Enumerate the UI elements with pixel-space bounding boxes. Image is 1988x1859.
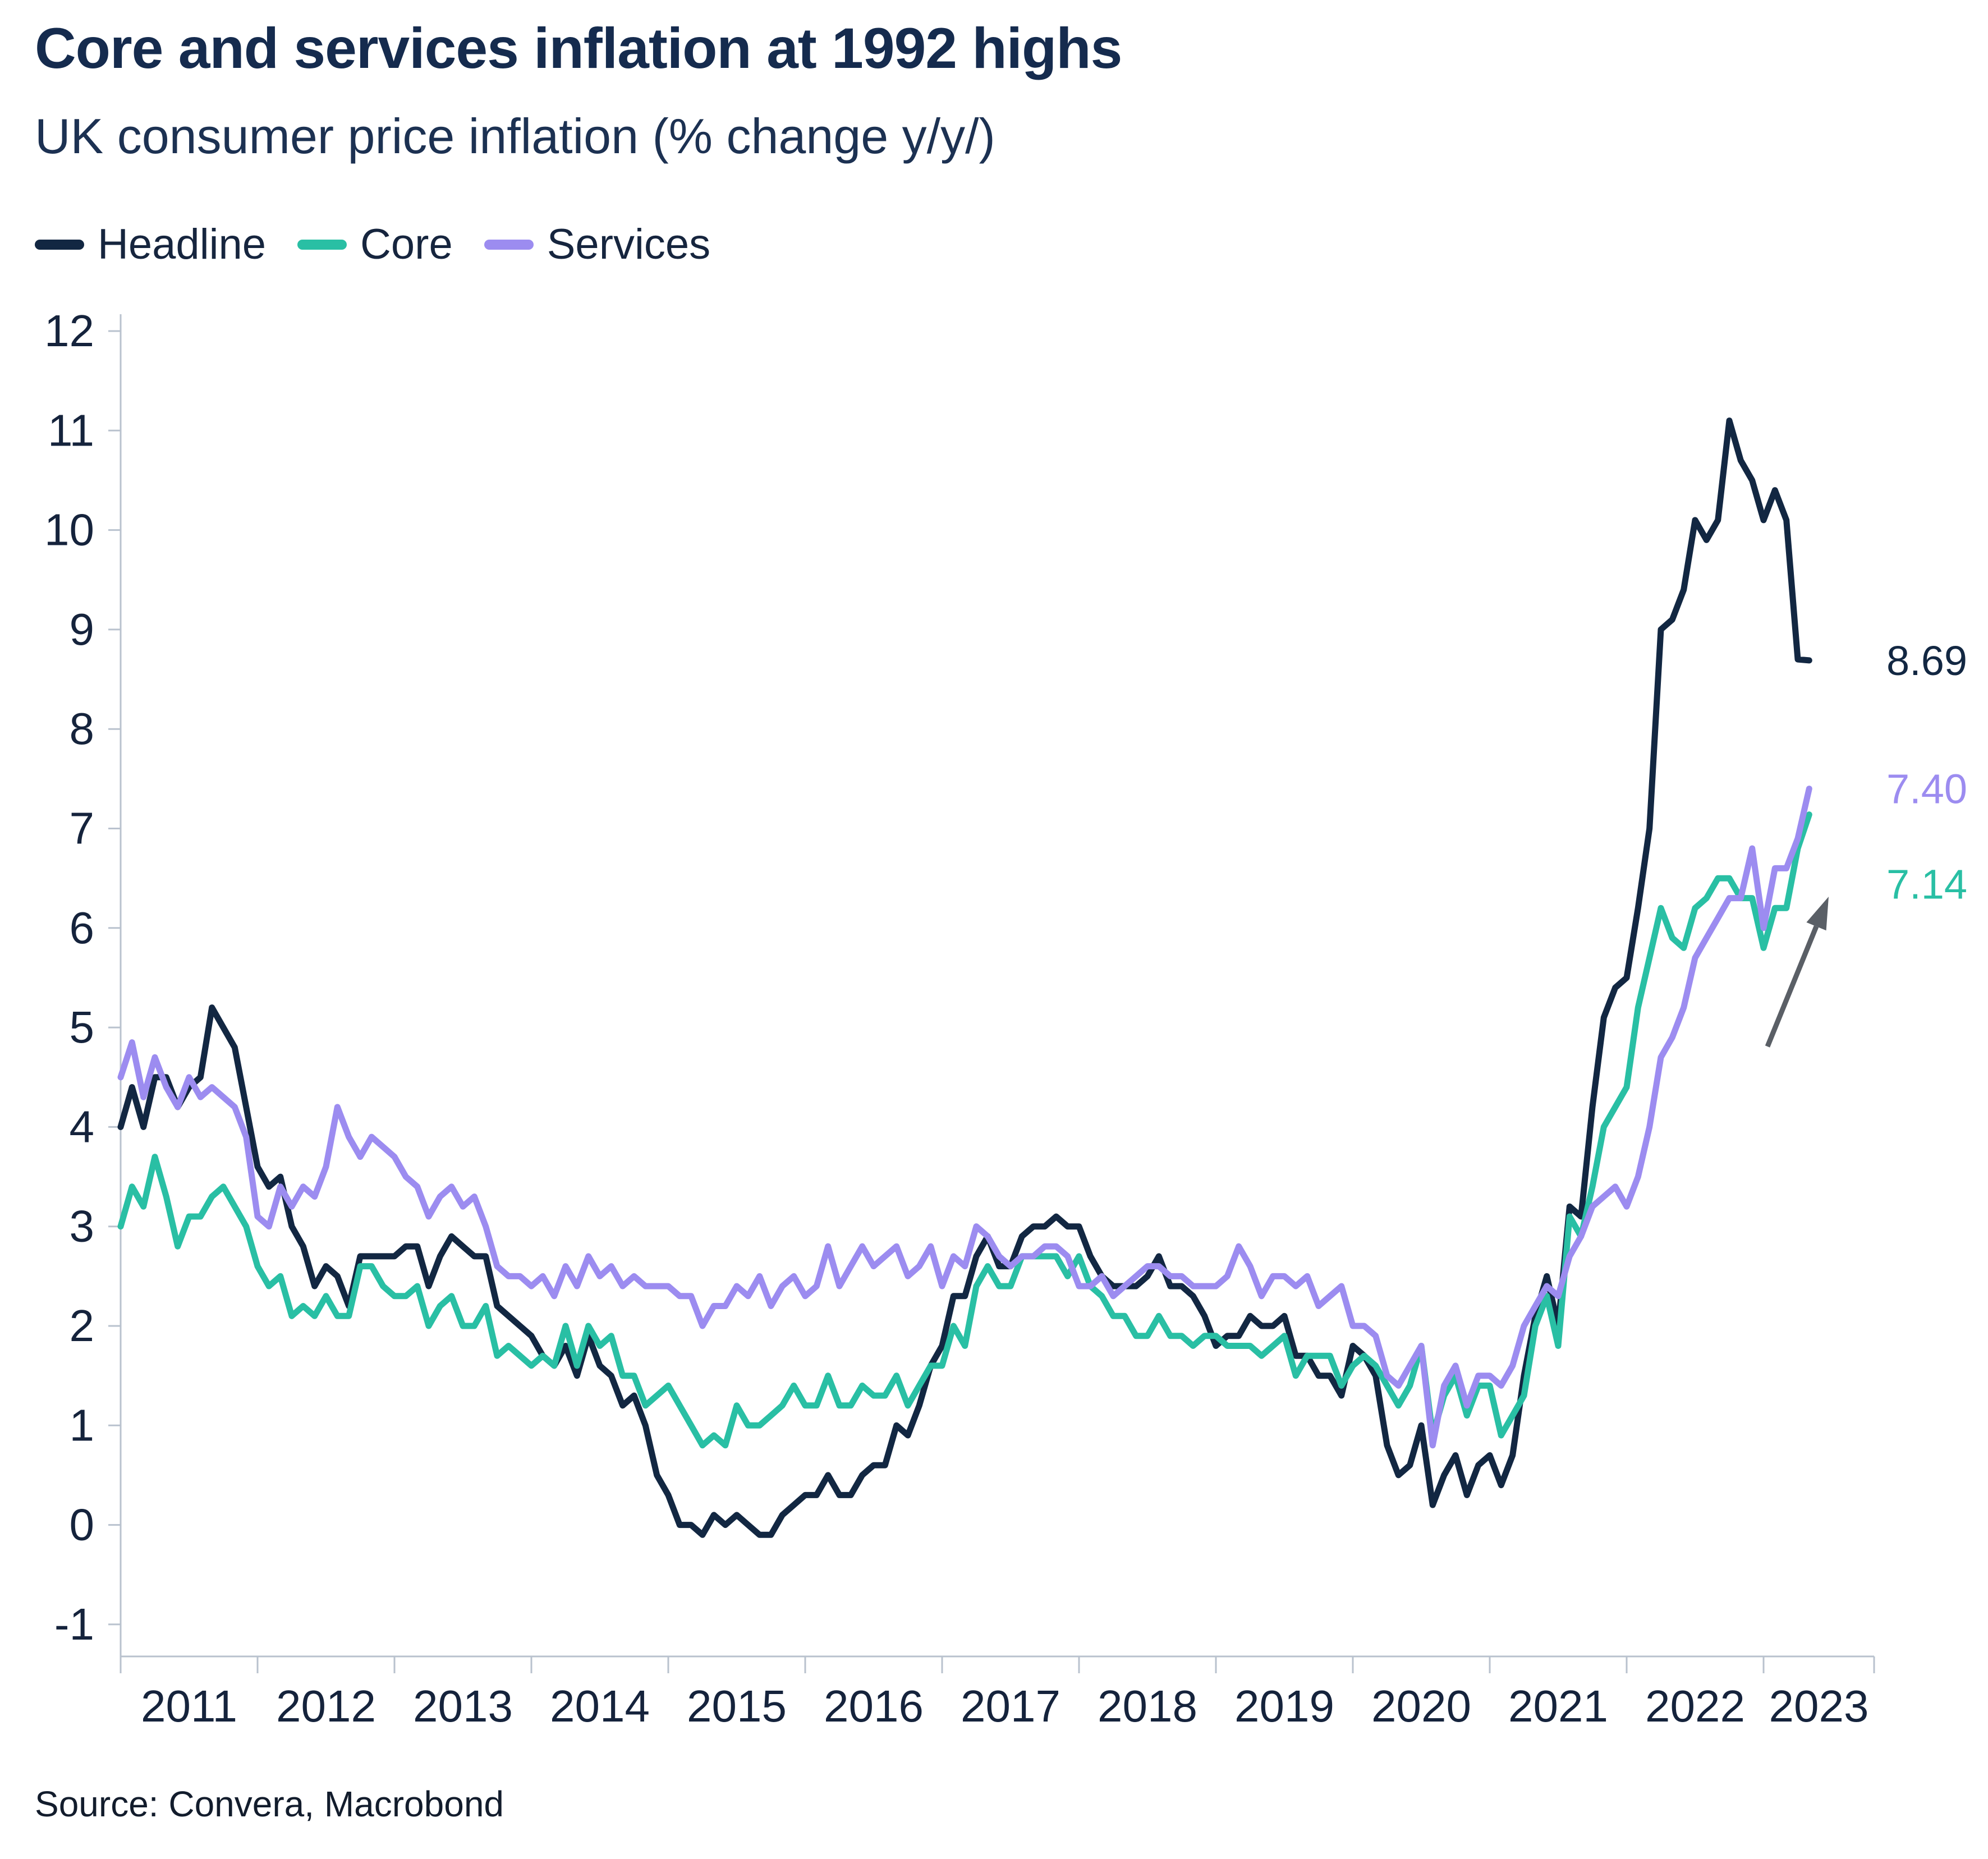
y-tick-label: 4 (70, 1101, 95, 1151)
core-series-swatch (297, 239, 347, 250)
legend-item-services: Services (484, 220, 710, 269)
legend: Headline Core Services (35, 220, 710, 269)
x-tick-label: 2021 (1508, 1681, 1608, 1731)
y-tick-label: 2 (70, 1301, 95, 1351)
end-value-label-core: 7.14 (1886, 861, 1967, 908)
x-tick-label: 2018 (1098, 1681, 1197, 1731)
legend-label-core: Core (360, 221, 453, 268)
end-value-label-headline: 8.69 (1886, 637, 1967, 684)
x-tick-label: 2020 (1371, 1681, 1471, 1731)
x-tick-label: 2023 (1769, 1681, 1869, 1731)
y-tick-label: 8 (70, 704, 95, 754)
chart-subtitle: UK consumer price inflation (% change y/… (35, 108, 995, 164)
y-tick-label: 11 (48, 405, 94, 455)
trend-arrow-head (1806, 897, 1829, 931)
y-tick-label: 12 (44, 306, 94, 356)
services-series-swatch (484, 239, 534, 250)
series-line-headline (117, 417, 1812, 1538)
x-tick-label: 2017 (961, 1681, 1060, 1731)
end-value-label-services: 7.40 (1886, 766, 1967, 813)
legend-item-core: Core (297, 220, 453, 269)
y-tick-label: 0 (70, 1500, 95, 1550)
y-tick-label: 10 (44, 505, 94, 555)
x-tick-label: 2011 (141, 1681, 237, 1731)
chart-title: Core and services inflation at 1992 high… (35, 16, 1122, 80)
y-tick-label: 5 (70, 1002, 95, 1052)
x-tick-label: 2013 (413, 1681, 513, 1731)
source-note: Source: Convera, Macrobond (35, 1784, 504, 1824)
y-tick-label: 3 (70, 1201, 95, 1251)
y-tick-label: 7 (70, 804, 95, 853)
y-tick-label: -1 (54, 1599, 94, 1649)
x-tick-label: 2014 (550, 1681, 650, 1731)
legend-item-headline: Headline (35, 220, 266, 269)
x-tick-label: 2016 (824, 1681, 924, 1731)
headline-series-swatch (35, 239, 84, 250)
x-tick-label: 2015 (687, 1681, 787, 1731)
legend-label-headline: Headline (98, 221, 266, 268)
x-tick-label: 2022 (1645, 1681, 1745, 1731)
x-tick-label: 2012 (276, 1681, 376, 1731)
y-tick-label: 1 (70, 1400, 95, 1450)
series-line-services (117, 786, 1812, 1449)
y-tick-label: 9 (70, 604, 95, 654)
x-tick-label: 2019 (1234, 1681, 1334, 1731)
series-line-core (117, 811, 1812, 1449)
y-tick-label: 6 (70, 903, 95, 953)
legend-label-services: Services (547, 221, 711, 268)
trend-arrow-shaft (1765, 925, 1819, 1048)
